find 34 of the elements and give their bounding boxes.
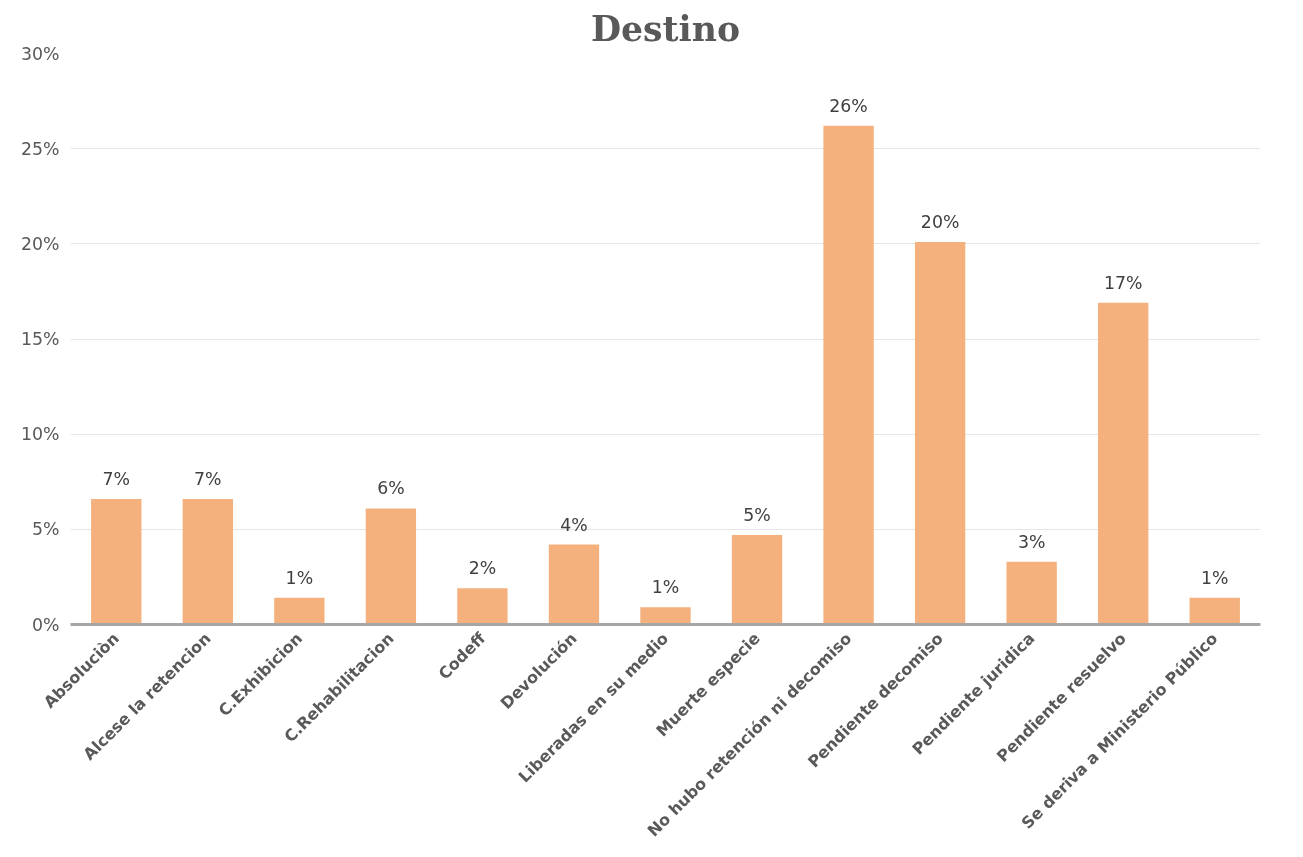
bar <box>548 544 600 625</box>
bar <box>1006 561 1057 625</box>
data-label: 20% <box>920 211 960 232</box>
data-label: 1% <box>651 577 680 598</box>
y-tick-label: 10% <box>20 424 60 445</box>
bar <box>457 588 508 625</box>
bar <box>1189 597 1240 625</box>
bar <box>182 498 233 625</box>
data-label: 2% <box>468 558 497 579</box>
data-label: 7% <box>102 468 131 489</box>
data-label: 7% <box>194 468 222 489</box>
bar <box>914 241 966 625</box>
data-label: 5% <box>743 505 771 526</box>
y-tick-label: 25% <box>20 138 60 159</box>
y-tick-label: 30% <box>20 43 60 64</box>
data-label: 17% <box>1103 272 1143 293</box>
data-label: 26% <box>829 95 868 116</box>
bar <box>1098 302 1149 625</box>
data-label: 1% <box>1200 567 1229 588</box>
data-label: 4% <box>560 514 588 535</box>
y-tick-label: 15% <box>20 329 60 349</box>
data-label: 1% <box>285 567 314 588</box>
data-label: 6% <box>377 478 405 499</box>
bar <box>731 535 783 625</box>
bar <box>365 508 417 625</box>
chart-title: Destino <box>590 7 741 49</box>
bar <box>823 125 874 625</box>
bar <box>640 607 691 625</box>
y-tick-label: 5% <box>32 519 60 540</box>
bar <box>91 498 142 625</box>
y-tick-label: 20% <box>20 233 60 254</box>
data-label: 3% <box>1017 531 1046 552</box>
bar <box>274 597 325 625</box>
y-tick-label: 0% <box>32 614 60 635</box>
